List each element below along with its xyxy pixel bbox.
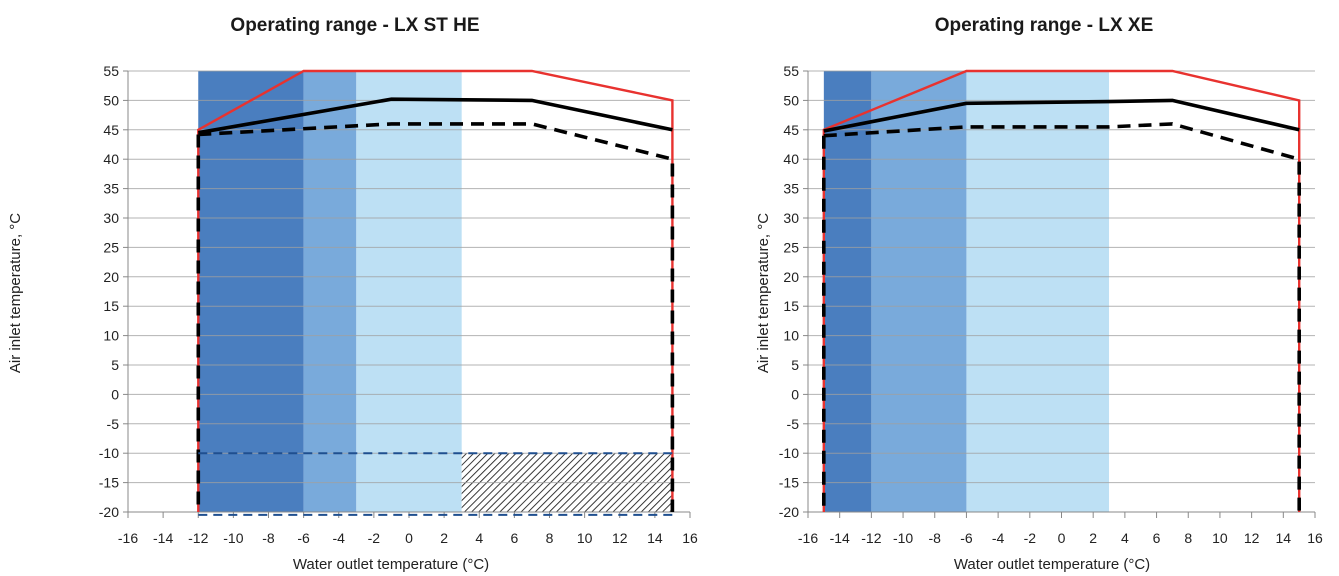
y-tick-label: -10 — [779, 445, 799, 461]
region-2 — [966, 71, 1110, 512]
y-tick-label: 50 — [783, 92, 799, 108]
x-tick-label: 4 — [1121, 530, 1129, 546]
x-tick-label: 2 — [1089, 530, 1097, 546]
y-tick-label: 15 — [783, 298, 799, 314]
x-tick-label: -12 — [188, 530, 208, 546]
x-tick-label: 2 — [440, 530, 448, 546]
x-tick-label: 4 — [475, 530, 483, 546]
x-tick-label: 14 — [1276, 530, 1292, 546]
x-tick-label: -8 — [262, 530, 275, 546]
y-tick-label: 40 — [783, 151, 799, 167]
chart-title-left: Operating range - LX ST HE — [230, 15, 479, 36]
x-tick-label: 14 — [647, 530, 663, 546]
x-tick-label: -10 — [893, 530, 913, 546]
series-line-black-dashed — [198, 122, 675, 512]
y-tick-label: 5 — [111, 357, 119, 373]
y-tick-label: 50 — [103, 92, 119, 108]
y-tick-label: 55 — [103, 63, 119, 79]
y-tick-label: 35 — [103, 181, 119, 197]
x-tick-label: -2 — [368, 530, 381, 546]
region-1 — [871, 71, 967, 512]
y-tick-label: -5 — [107, 416, 120, 432]
y-tick-label: -15 — [99, 475, 119, 491]
x-tick-label: 0 — [1058, 530, 1066, 546]
y-tick-label: 20 — [103, 269, 119, 285]
y-axis-label-left: Air inlet temperature, °C — [7, 213, 24, 373]
x-tick-label: -2 — [1024, 530, 1037, 546]
y-tick-label: 10 — [103, 328, 119, 344]
region-1 — [303, 71, 357, 512]
x-tick-label: 8 — [1184, 530, 1192, 546]
x-tick-label: -4 — [333, 530, 346, 546]
y-tick-label: -15 — [779, 475, 799, 491]
x-tick-label: -16 — [118, 530, 138, 546]
x-tick-label: 16 — [682, 530, 698, 546]
x-tick-label: -10 — [223, 530, 243, 546]
x-tick-label: 10 — [1212, 530, 1228, 546]
x-tick-label: 8 — [546, 530, 554, 546]
x-tick-label: 6 — [1153, 530, 1161, 546]
x-tick-label: 12 — [612, 530, 628, 546]
y-tick-label: -20 — [779, 504, 799, 520]
y-tick-label: 40 — [103, 151, 119, 167]
y-tick-label: 30 — [783, 210, 799, 226]
region-0 — [198, 71, 304, 512]
y-axis-label-right: Air inlet temperature, °C — [755, 213, 772, 373]
x-tick-label: -16 — [798, 530, 818, 546]
y-tick-label: 55 — [783, 63, 799, 79]
y-tick-label: 5 — [791, 357, 799, 373]
x-axis-label-left: Water outlet temperature (°C) — [293, 556, 489, 573]
region-2 — [356, 71, 462, 512]
x-tick-label: 10 — [577, 530, 593, 546]
x-tick-label: -14 — [153, 530, 173, 546]
x-tick-label: 6 — [510, 530, 518, 546]
y-tick-label: 45 — [103, 122, 119, 138]
x-tick-label: -6 — [297, 530, 310, 546]
x-axis-label-right: Water outlet temperature (°C) — [954, 556, 1150, 573]
y-tick-label: 0 — [111, 386, 119, 402]
x-tick-label: -4 — [992, 530, 1005, 546]
x-tick-label: 12 — [1244, 530, 1260, 546]
y-tick-label: 45 — [783, 122, 799, 138]
x-tick-label: -6 — [960, 530, 973, 546]
y-tick-label: 25 — [783, 239, 799, 255]
y-tick-label: 15 — [103, 298, 119, 314]
series-line-black-solid — [197, 97, 673, 135]
x-tick-label: -12 — [861, 530, 881, 546]
x-tick-label: 16 — [1307, 530, 1323, 546]
y-tick-label: -20 — [99, 504, 119, 520]
y-tick-label: 25 — [103, 239, 119, 255]
x-tick-label: -14 — [830, 530, 850, 546]
y-tick-label: 35 — [783, 181, 799, 197]
region-0 — [823, 71, 872, 512]
y-tick-label: 10 — [783, 328, 799, 344]
y-tick-label: -10 — [99, 445, 119, 461]
y-tick-label: 0 — [791, 386, 799, 402]
y-tick-label: 20 — [783, 269, 799, 285]
y-tick-label: -5 — [787, 416, 800, 432]
series-line-black-dashed — [823, 122, 1301, 512]
y-tick-label: 30 — [103, 210, 119, 226]
x-tick-label: -8 — [929, 530, 942, 546]
series-line-black-solid — [823, 98, 1300, 133]
chart-title-right: Operating range - LX XE — [935, 15, 1154, 36]
x-tick-label: 0 — [405, 530, 413, 546]
